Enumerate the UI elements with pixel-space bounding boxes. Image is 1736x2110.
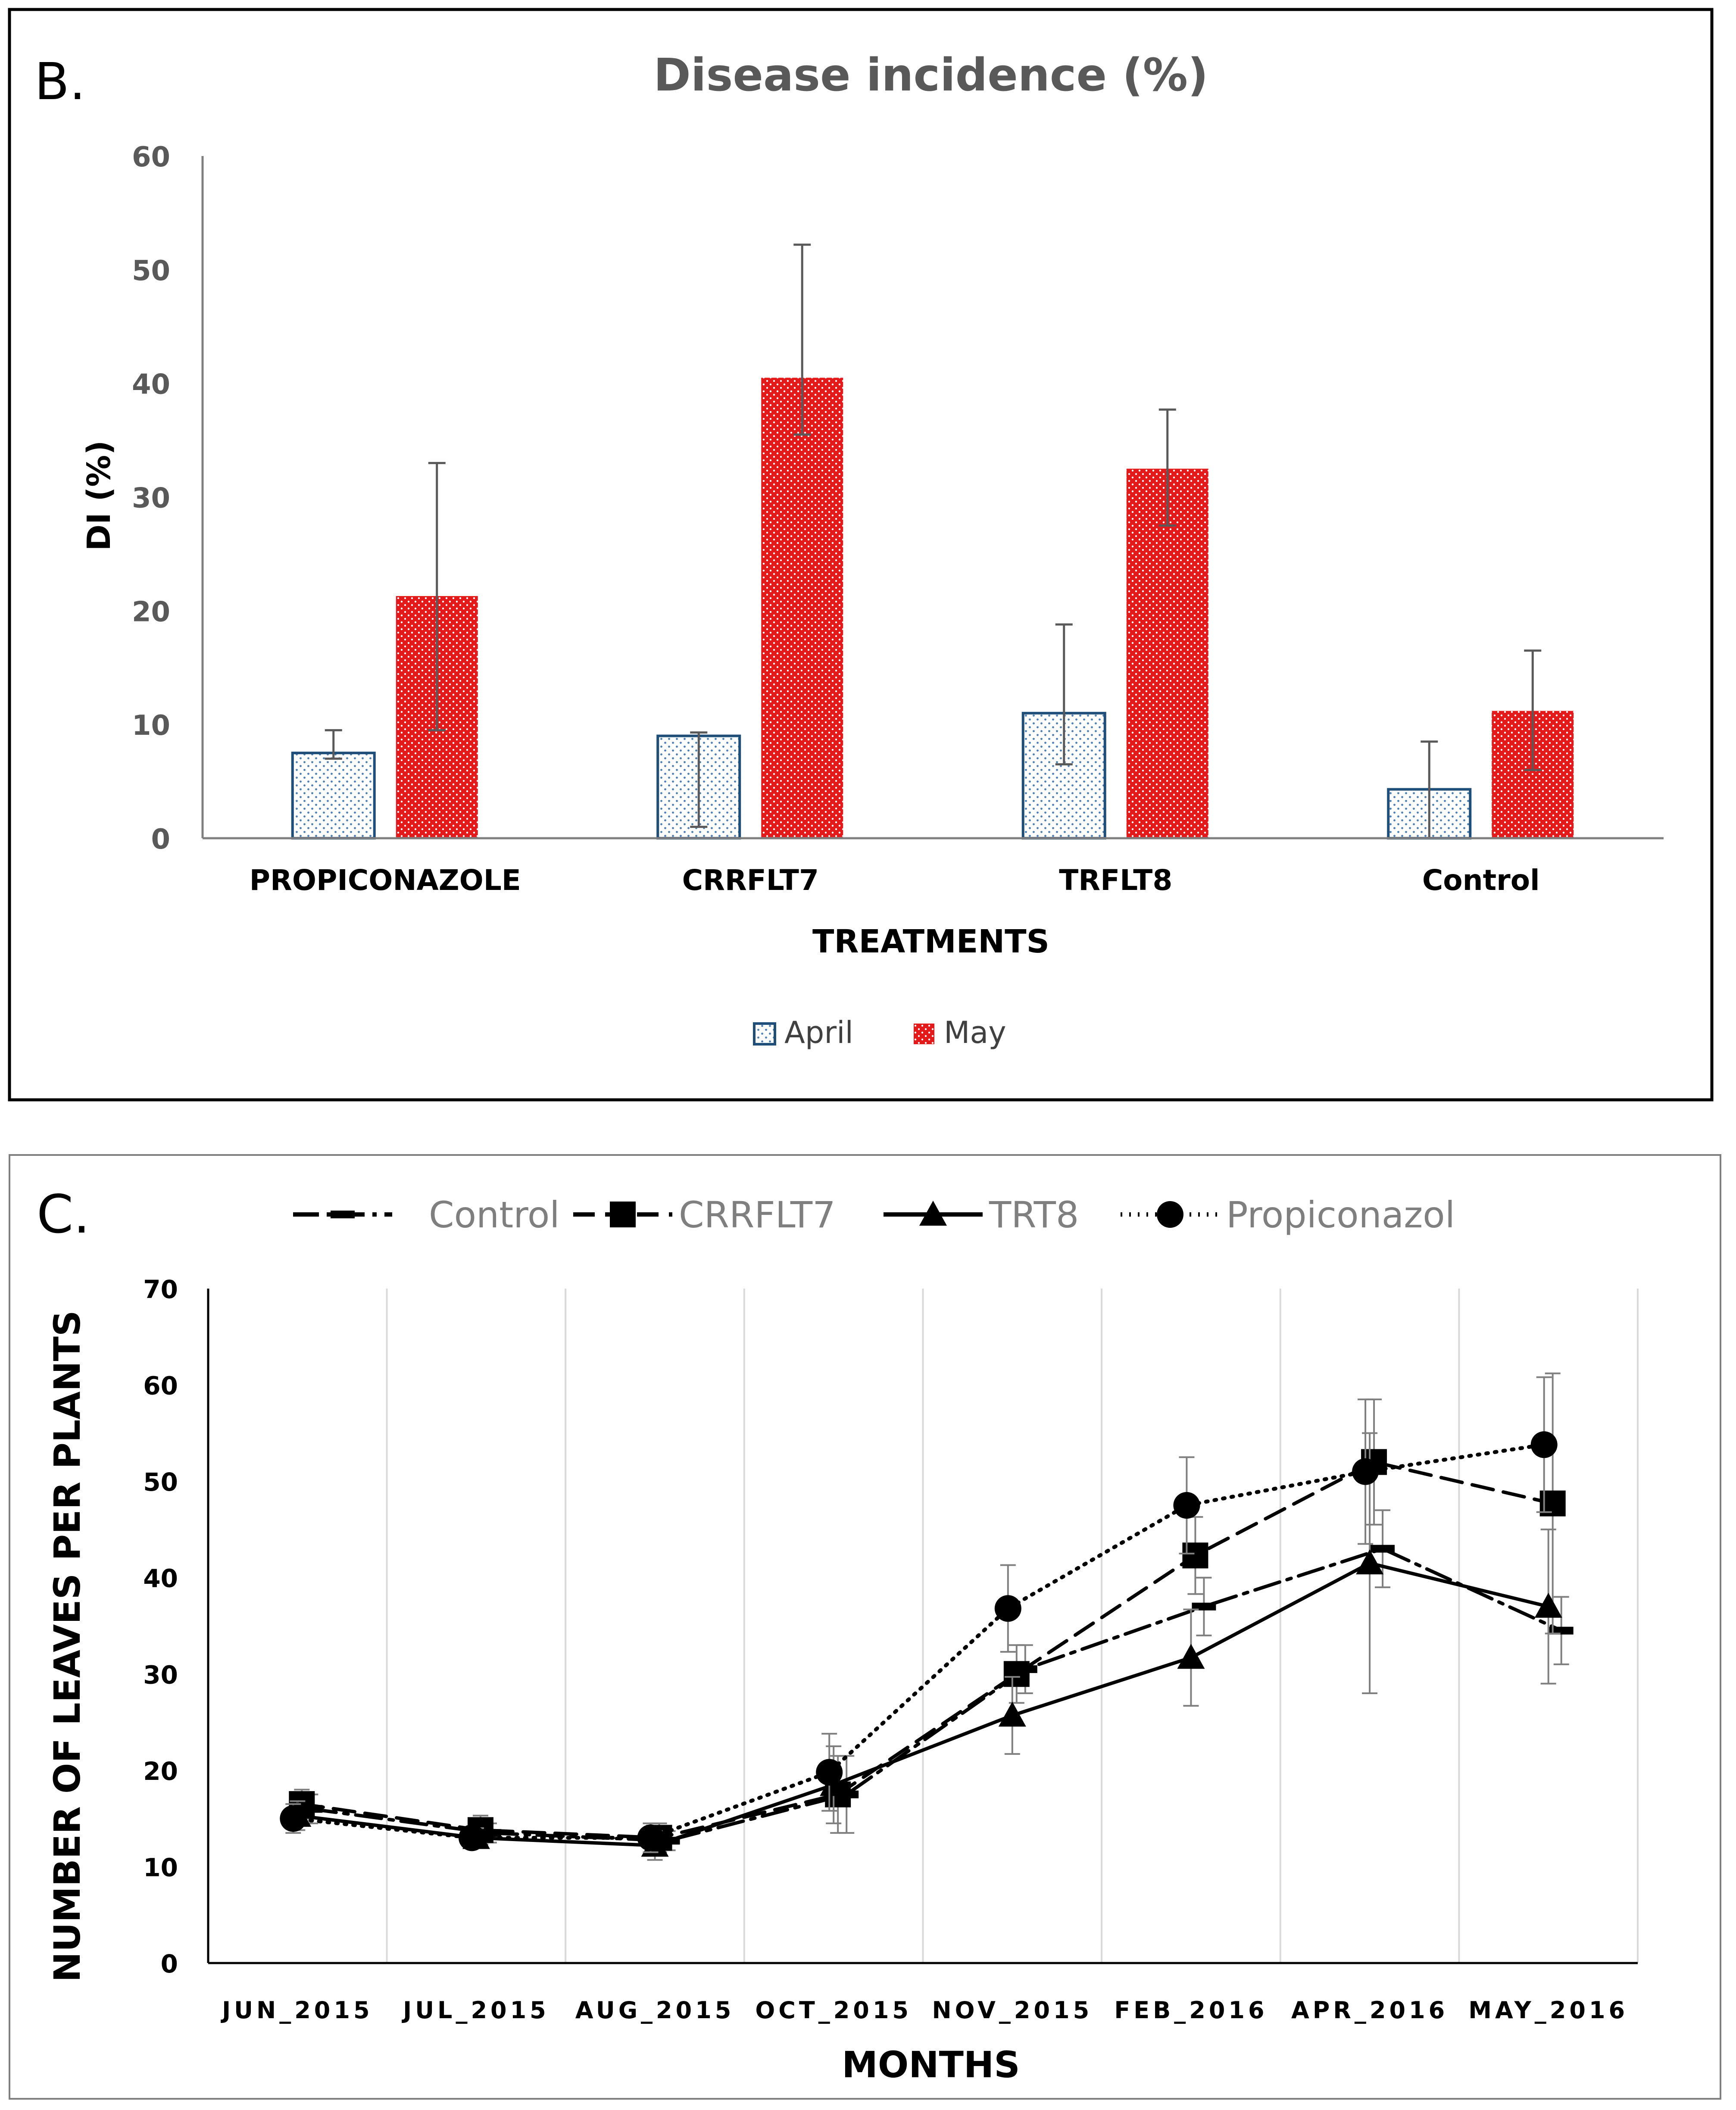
panel-c-label: C. (37, 1184, 90, 1245)
panel-c-ylabel: NUMBER OF LEAVES PER PLANTS (46, 1311, 88, 1982)
legend-label-april: April (784, 1015, 853, 1050)
panel-b-xlabel: TREATMENTS (812, 923, 1049, 960)
panel-c-frame (9, 1154, 1721, 2100)
data-point-propiconazol (458, 1824, 485, 1851)
legend-label-crrflt7: CRRFLT7 (679, 1194, 836, 1236)
panel-c-xlabel: MONTHS (842, 2044, 1020, 2086)
data-point-propiconazol (994, 1595, 1021, 1622)
legend-swatch-may (914, 1024, 934, 1044)
legend-label-trt8: TRT8 (989, 1194, 1079, 1236)
legend-marker-propiconazol (1157, 1201, 1183, 1228)
data-point-trt8 (1356, 1549, 1384, 1575)
series-propiconazol (280, 1376, 1558, 1853)
data-point-propiconazol (1530, 1431, 1558, 1458)
c-x-tick-label: MAY_2016 (1468, 1997, 1628, 2024)
c-x-tick-label: JUL_2015 (401, 1997, 550, 2024)
data-point-propiconazol (637, 1824, 664, 1851)
series-line-propiconazol (291, 1442, 1546, 1840)
b-y-tick-label: 20 (132, 596, 170, 628)
data-point-control (1549, 1626, 1574, 1635)
legend-marker-crrflt7 (610, 1202, 636, 1227)
c-y-tick-label: 0 (161, 1949, 178, 1979)
b-y-tick-label: 10 (132, 710, 170, 742)
data-point-propiconazol (1173, 1492, 1200, 1519)
c-y-tick-label: 30 (143, 1660, 178, 1689)
b-y-tick-label: 0 (151, 824, 170, 855)
legend-label-propiconazol: Propiconazol (1226, 1194, 1455, 1236)
panel-b-ylabel: DI (%) (81, 440, 118, 551)
data-point-trt8 (1177, 1644, 1205, 1669)
legend-swatch-april (753, 1022, 776, 1046)
data-point-trt8 (998, 1701, 1026, 1727)
b-x-tick-label: Control (1422, 864, 1540, 897)
series-line-control (309, 1547, 1563, 1843)
b-x-tick-label: TRFLT8 (1059, 864, 1172, 897)
data-point-crrflt7 (1003, 1661, 1030, 1687)
panel-b-label: B. (34, 52, 85, 111)
c-x-tick-label: AUG_2015 (575, 1997, 735, 2024)
legend-label-may: May (944, 1015, 1006, 1050)
c-x-tick-label: APR_2016 (1291, 1997, 1448, 2024)
c-y-tick-label: 70 (143, 1275, 178, 1304)
b-y-tick-label: 50 (132, 255, 170, 287)
series-line-crrflt7 (300, 1460, 1555, 1840)
c-x-tick-label: FEB_2016 (1114, 1997, 1268, 2024)
series-line-trt8 (296, 1561, 1550, 1848)
bar-april (291, 752, 376, 840)
b-x-tick-label: CRRFLT7 (682, 864, 819, 897)
series-control (298, 1509, 1574, 1851)
c-y-tick-label: 60 (143, 1371, 178, 1401)
b-y-tick-label: 40 (132, 369, 170, 401)
c-y-tick-label: 20 (143, 1757, 178, 1786)
b-x-tick-label: PROPICONAZOLE (250, 864, 521, 897)
bar-may (761, 378, 843, 838)
c-x-tick-label: NOV_2015 (932, 1997, 1093, 2024)
data-point-propiconazol (816, 1759, 843, 1786)
c-x-tick-label: JUN_2015 (220, 1997, 373, 2024)
data-point-propiconazol (1352, 1458, 1379, 1485)
legend-marker-control (331, 1211, 355, 1218)
bar-may (1126, 468, 1208, 838)
data-point-control (1192, 1602, 1216, 1611)
series-crrflt7 (289, 1372, 1566, 1853)
legend-marker-trt8 (919, 1201, 947, 1226)
panel-b-title: Disease incidence (%) (654, 49, 1208, 101)
legend-label-control: Control (429, 1194, 560, 1236)
data-point-trt8 (1534, 1592, 1562, 1618)
c-y-tick-label: 50 (143, 1467, 178, 1497)
b-y-tick-label: 60 (132, 141, 170, 173)
panel-b-frame (8, 8, 1714, 1102)
c-y-tick-label: 10 (143, 1853, 178, 1882)
data-point-propiconazol (280, 1805, 307, 1832)
b-y-tick-label: 30 (132, 483, 170, 515)
c-y-tick-label: 40 (143, 1564, 178, 1593)
c-x-tick-label: OCT_2015 (755, 1997, 912, 2024)
data-point-control (1371, 1545, 1395, 1553)
